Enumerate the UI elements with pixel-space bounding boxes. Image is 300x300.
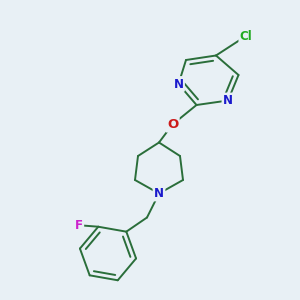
Text: Cl: Cl [240, 29, 252, 43]
Text: O: O [167, 118, 178, 131]
Text: N: N [154, 187, 164, 200]
Text: N: N [173, 77, 184, 91]
Text: N: N [223, 94, 233, 107]
Text: F: F [75, 219, 83, 232]
